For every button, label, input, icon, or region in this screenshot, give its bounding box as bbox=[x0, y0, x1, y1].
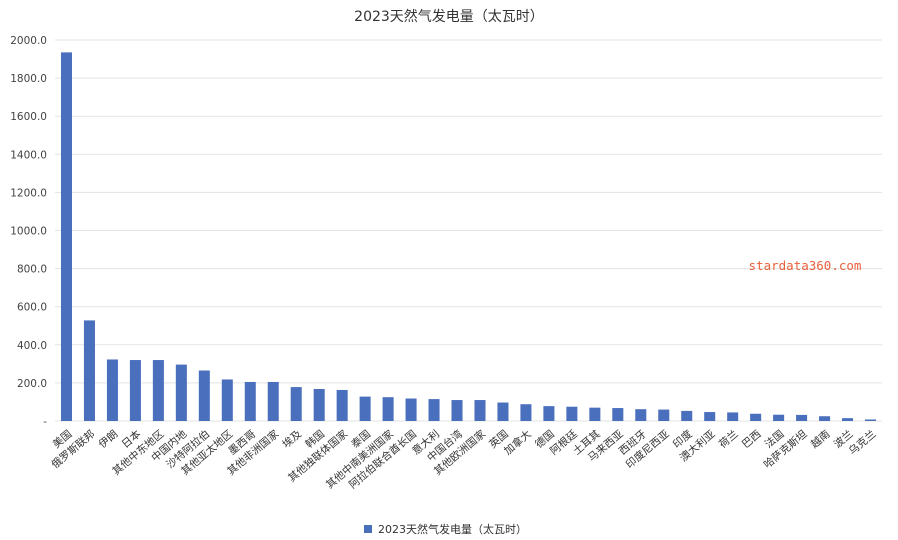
bar[interactable] bbox=[106, 359, 118, 421]
x-tick-label: 越南 bbox=[808, 427, 832, 450]
y-tick-label: 800.0 bbox=[17, 264, 47, 276]
bar[interactable] bbox=[221, 379, 233, 421]
y-tick-label: 200.0 bbox=[17, 378, 47, 390]
bar[interactable] bbox=[405, 398, 417, 421]
y-axis-ticks: - 200.0 400.0 600.0 800.0 1000.0 1200.0 1400.0 1… bbox=[10, 35, 47, 428]
bar[interactable] bbox=[566, 406, 578, 421]
bar[interactable] bbox=[60, 52, 72, 421]
bar[interactable] bbox=[382, 397, 394, 421]
bar[interactable] bbox=[750, 413, 762, 421]
bar[interactable] bbox=[198, 370, 210, 421]
bar[interactable] bbox=[359, 396, 371, 421]
bar[interactable] bbox=[244, 381, 256, 421]
y-tick-label: 600.0 bbox=[17, 302, 47, 314]
watermark-text: stardata360.com bbox=[749, 258, 862, 273]
y-tick-label: 1000.0 bbox=[10, 226, 47, 238]
bar[interactable] bbox=[152, 360, 164, 421]
legend-label: 2023天然气发电量（太瓦时） bbox=[378, 522, 527, 536]
bar[interactable] bbox=[635, 409, 647, 421]
legend-swatch bbox=[364, 525, 372, 533]
bar[interactable] bbox=[773, 414, 785, 421]
bar[interactable] bbox=[336, 389, 348, 421]
y-tick-label: - bbox=[43, 416, 47, 428]
y-tick-label: 1200.0 bbox=[10, 187, 47, 199]
chart-title: 2023天然气发电量（太瓦时） bbox=[354, 8, 544, 25]
bar[interactable] bbox=[681, 410, 693, 421]
bar[interactable] bbox=[83, 320, 95, 421]
y-tick-label: 1800.0 bbox=[10, 73, 47, 85]
x-tick-label: 伊朗 bbox=[97, 428, 121, 451]
bar[interactable] bbox=[520, 404, 532, 421]
bar[interactable] bbox=[428, 399, 440, 421]
bar[interactable] bbox=[796, 414, 808, 421]
y-tick-label: 1400.0 bbox=[10, 149, 47, 161]
bar[interactable] bbox=[267, 381, 279, 421]
bar[interactable] bbox=[290, 387, 302, 421]
y-tick-label: 2000.0 bbox=[10, 35, 47, 47]
bars bbox=[60, 52, 877, 421]
bar[interactable] bbox=[819, 416, 831, 421]
bar[interactable] bbox=[474, 400, 486, 421]
bar[interactable] bbox=[175, 364, 187, 421]
bar[interactable] bbox=[313, 388, 325, 421]
bar[interactable] bbox=[612, 408, 624, 421]
x-tick-label: 荷兰 bbox=[716, 427, 740, 450]
y-tick-label: 1600.0 bbox=[10, 111, 47, 123]
bar[interactable] bbox=[543, 406, 555, 421]
x-tick-label: 加拿大 bbox=[501, 427, 534, 458]
bar[interactable] bbox=[497, 402, 509, 421]
bar[interactable] bbox=[704, 412, 716, 421]
bar[interactable] bbox=[658, 409, 670, 421]
y-tick-label: 400.0 bbox=[17, 340, 47, 352]
bar[interactable] bbox=[129, 360, 141, 421]
legend[interactable]: 2023天然气发电量（太瓦时） bbox=[364, 522, 527, 536]
bar[interactable] bbox=[865, 419, 877, 421]
bar[interactable] bbox=[727, 412, 739, 421]
bar[interactable] bbox=[842, 418, 854, 421]
x-tick-label: 巴西 bbox=[740, 428, 764, 451]
x-tick-label: 埃及 bbox=[280, 427, 305, 451]
bar[interactable] bbox=[451, 400, 463, 421]
gridlines bbox=[55, 39, 882, 422]
bar[interactable] bbox=[589, 407, 601, 421]
